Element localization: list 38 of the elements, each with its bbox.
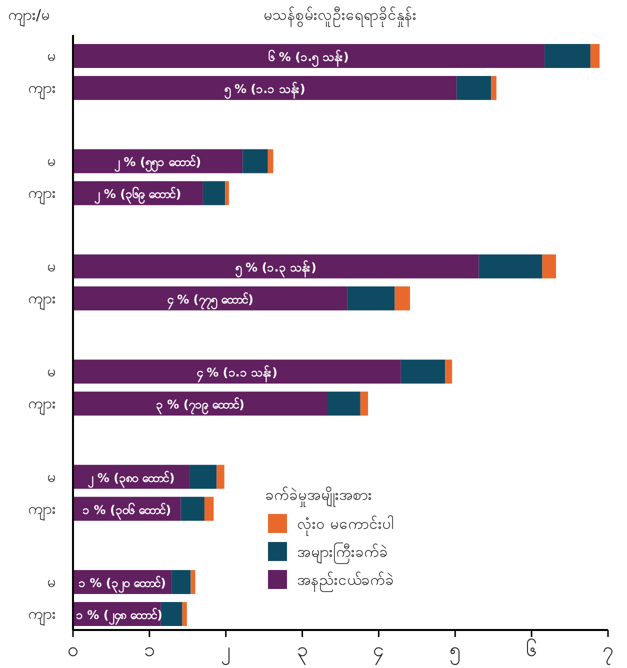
legend-label: အနည်းငယ်ခက်ခဲ — [297, 571, 394, 592]
data-label: ၄ % (၇၇၅ ထောင်) — [166, 290, 254, 310]
x-tick-label: ၁ — [144, 637, 155, 661]
data-label: ၄ % (၁.၁ သန်း) — [195, 364, 278, 384]
legend-title: ခက်ခဲမှုအမျိုးအစား — [265, 486, 372, 507]
chart-title: မသန်စွမ်းလူဦးရေရာခိုင်နှုန်း — [264, 6, 416, 27]
x-tick-label: ၄ — [373, 637, 384, 665]
y-tick-label: ကျား — [28, 605, 56, 626]
y-tick-label: မ — [47, 468, 56, 486]
y-tick-label: ကျား — [28, 289, 56, 310]
data-label: ၅ % (၁.၃ သန်း) — [234, 258, 316, 278]
x-tick-label: ၆ — [526, 637, 538, 661]
y-tick-label: ကျား — [28, 78, 56, 100]
x-tick-label: ၀ — [68, 637, 78, 661]
data-label: ၆ % (၁.၅ သန်း) — [268, 48, 349, 68]
data-label: ၁ % (၃၂၀ ထောင်) — [78, 574, 166, 594]
data-label: ၂ % (၅၅၁ ထောင်) — [114, 153, 202, 174]
y-tick-label: ကျား — [28, 500, 56, 521]
legend-label: အများကြီးခက်ခဲ — [297, 542, 388, 564]
x-tick-label: ၃ — [296, 637, 308, 665]
y-axis-title: ကျား/မ — [8, 6, 50, 27]
x-tick-label: ၅ — [450, 637, 461, 665]
data-label: ၁ % (၂၄၈ ထောင်) — [76, 606, 163, 626]
y-tick-label: မ — [47, 362, 56, 381]
y-tick-label: မ — [47, 152, 56, 170]
y-tick-label: ကျား — [28, 394, 56, 416]
data-label: ၁ % (၃၀၆ ထောင်) — [82, 500, 172, 521]
legend-label: လုံးဝ မကောင်းပါ — [297, 515, 394, 536]
y-tick-label: မ — [47, 573, 56, 592]
y-tick-label: ကျား — [28, 184, 56, 206]
data-label: ၅ % (၁.၁ သန်း) — [223, 80, 306, 100]
data-label: ၂ % (၃၆၉ ထောင်) — [94, 185, 182, 206]
x-tick-label: ၂ — [220, 637, 231, 665]
y-tick-label: မ — [47, 46, 56, 65]
data-label: ၃ % (၇၁၉ ထောင်) — [156, 396, 245, 416]
y-tick-label: မ — [47, 257, 56, 276]
x-tick-label: ၇ — [602, 637, 614, 665]
data-label: ၂ % (၃၈၀ ထောင်) — [87, 468, 175, 489]
